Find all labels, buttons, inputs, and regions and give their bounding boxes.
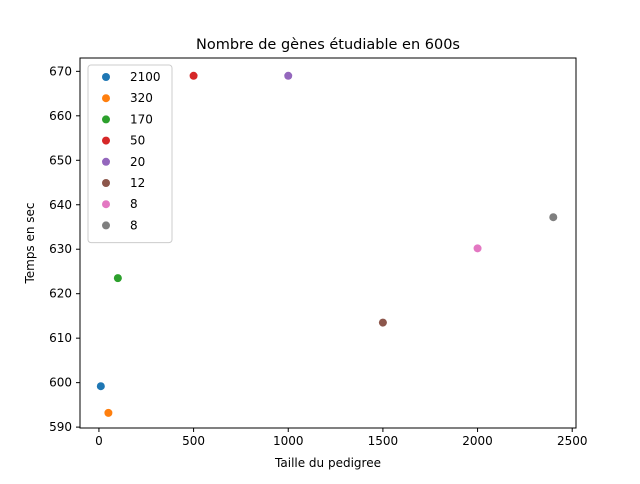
legend-label: 20 <box>130 155 145 169</box>
data-point-3 <box>113 274 122 283</box>
data-point-6 <box>378 318 387 327</box>
legend-box <box>87 64 173 244</box>
chart-title: Nombre de gènes étudiable en 600s <box>196 37 460 53</box>
x-tick-label: 500 <box>182 434 205 448</box>
legend-label: 50 <box>130 134 145 148</box>
legend-label: 12 <box>130 176 145 190</box>
legend-label: 8 <box>130 197 138 211</box>
x-tick-label: 1000 <box>273 434 304 448</box>
x-tick-label: 2000 <box>462 434 493 448</box>
legend-marker <box>102 136 110 145</box>
x-tick-label: 2500 <box>557 434 588 448</box>
plot-frame <box>79 57 577 429</box>
legend-marker <box>102 73 110 81</box>
y-tick-label: 590 <box>49 420 72 434</box>
data-point-4 <box>189 71 198 80</box>
data-point-1 <box>96 382 105 391</box>
data-point-2 <box>104 408 113 417</box>
legend-label: 8 <box>130 218 138 232</box>
x-tick-label: 1500 <box>368 434 399 448</box>
legend-marker <box>102 179 110 187</box>
y-axis: 590 600 610 620 630 640 650 660 670 <box>49 64 80 434</box>
y-axis-label: Temps en sec <box>23 202 37 284</box>
y-tick-label: 630 <box>49 242 72 256</box>
data-point-5 <box>284 71 293 80</box>
y-tick-label: 660 <box>49 109 72 123</box>
legend: 2100 320 170 50 20 12 8 8 <box>87 64 173 244</box>
legend-marker <box>102 221 110 230</box>
data-point-7 <box>473 244 482 253</box>
legend-marker <box>102 94 110 103</box>
y-tick-label: 610 <box>49 331 72 345</box>
y-tick-label: 600 <box>49 376 72 390</box>
y-tick-label: 670 <box>49 64 72 78</box>
legend-marker <box>102 200 110 209</box>
legend-marker <box>102 115 110 124</box>
data-points <box>96 71 558 417</box>
x-tick-label: 0 <box>95 434 103 448</box>
legend-label: 320 <box>130 91 153 105</box>
data-point-8 <box>549 213 558 222</box>
legend-label: 2100 <box>130 70 161 84</box>
legend-label: 170 <box>130 112 153 126</box>
legend-marker <box>102 157 110 166</box>
y-tick-label: 640 <box>49 198 72 212</box>
y-tick-label: 620 <box>49 287 72 301</box>
y-tick-label: 650 <box>49 153 72 167</box>
x-axis-label: Taille du pedigree <box>274 456 381 470</box>
x-axis: 0 500 1000 1500 2000 2500 <box>95 428 587 448</box>
